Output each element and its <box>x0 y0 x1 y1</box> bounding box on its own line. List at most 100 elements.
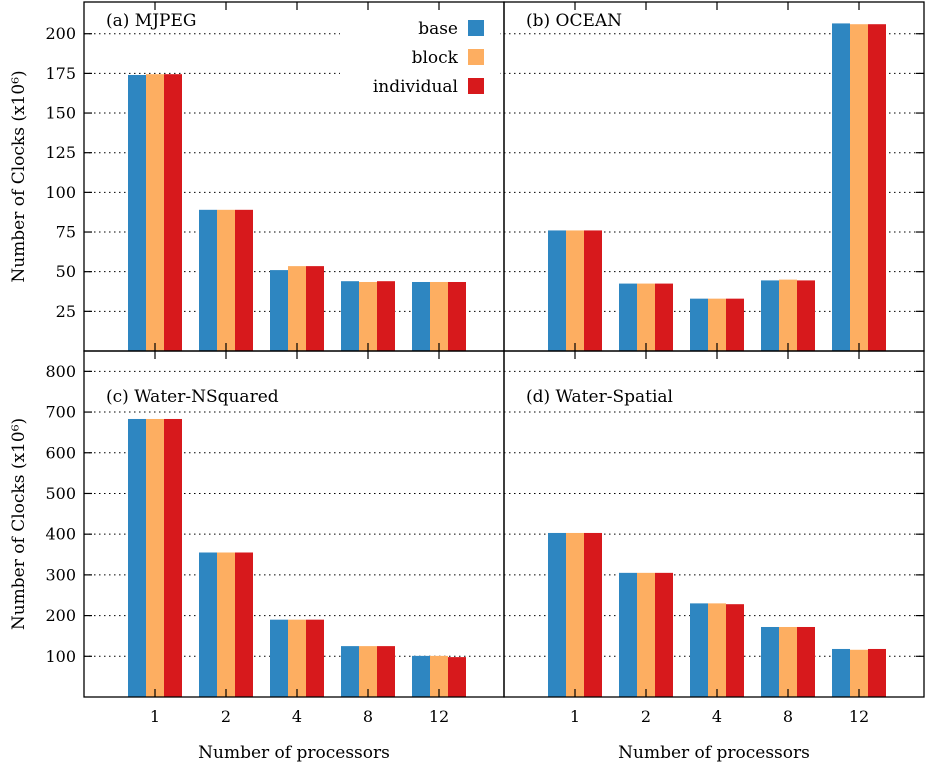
y-tick-label: 700 <box>45 403 76 422</box>
bar-individual-4 <box>726 604 744 697</box>
title-bg <box>98 385 308 409</box>
panel-title: (a) MJPEG <box>106 11 196 31</box>
y-axis-title: Number of Clocks (x10⁶) <box>9 418 29 630</box>
bar-block-2 <box>217 209 235 351</box>
y-tick-label: 200 <box>45 24 76 43</box>
x-tick-label: 4 <box>712 707 722 726</box>
x-axis-title: Number of processors <box>198 743 390 763</box>
bar-base-2 <box>199 552 217 697</box>
y-tick-label: 600 <box>45 443 76 462</box>
bar-individual-4 <box>306 619 324 697</box>
bar-block-4 <box>288 266 306 351</box>
bar-individual-8 <box>377 646 395 697</box>
bar-individual-2 <box>235 552 253 697</box>
bar-block-4 <box>708 603 726 697</box>
bar-individual-1 <box>164 418 182 697</box>
panel-1: 25 50 75 100 125 150 175 200 (a) MJPEG Number of … <box>9 1 505 352</box>
bar-individual-1 <box>584 532 602 697</box>
bar-base-12 <box>412 281 430 351</box>
bar-block-1 <box>566 230 584 351</box>
panel-title: (d) Water-Spatial <box>526 387 673 407</box>
bar-block-4 <box>708 298 726 351</box>
bar-base-8 <box>761 626 779 697</box>
bar-individual-2 <box>235 209 253 351</box>
bar-individual-8 <box>797 280 815 351</box>
bar-block-2 <box>637 283 655 351</box>
bar-individual-8 <box>797 626 815 697</box>
x-tick-label: 2 <box>641 707 651 726</box>
bar-base-12 <box>412 655 430 697</box>
legend-swatch-base <box>468 20 484 36</box>
bar-base-2 <box>619 283 637 351</box>
title-bg <box>518 385 688 409</box>
y-tick-label: 100 <box>45 647 76 666</box>
bar-base-1 <box>548 532 566 697</box>
bar-base-2 <box>199 209 217 351</box>
legend: base block individual <box>340 10 500 105</box>
bar-base-8 <box>341 281 359 351</box>
bar-block-12 <box>850 649 868 697</box>
y-tick-label: 150 <box>45 104 76 123</box>
bar-base-1 <box>128 74 146 352</box>
panel-title: (b) OCEAN <box>526 11 622 31</box>
y-tick-label: 100 <box>45 183 76 202</box>
panel-title: (c) Water-NSquared <box>106 387 279 407</box>
bar-base-4 <box>690 298 708 351</box>
panel-2: (b) OCEAN <box>503 1 925 352</box>
bar-base-8 <box>341 646 359 697</box>
bar-base-12 <box>832 23 850 352</box>
bar-individual-4 <box>306 266 324 351</box>
bar-individual-12 <box>868 24 886 351</box>
legend-label-individual: individual <box>373 77 458 97</box>
legend-label-base: base <box>418 19 458 39</box>
bar-base-8 <box>761 280 779 351</box>
x-tick-label: 12 <box>849 707 869 726</box>
bar-individual-2 <box>655 283 673 351</box>
x-tick-label: 12 <box>429 707 449 726</box>
legend-swatch-block <box>468 49 484 65</box>
bar-block-1 <box>146 74 164 352</box>
bar-individual-8 <box>377 281 395 351</box>
x-tick-label: 8 <box>363 707 373 726</box>
x-tick-label: 2 <box>221 707 231 726</box>
bar-base-4 <box>270 619 288 697</box>
x-tick-label: 4 <box>292 707 302 726</box>
bar-individual-12 <box>868 648 886 697</box>
bar-block-8 <box>359 281 377 351</box>
bar-individual-12 <box>448 281 466 351</box>
y-tick-label: 800 <box>45 362 76 381</box>
y-axis-title: Number of Clocks (x10⁶) <box>9 70 29 282</box>
bar-base-1 <box>128 418 146 697</box>
x-tick-label: 1 <box>570 707 580 726</box>
bar-block-12 <box>430 655 448 697</box>
y-tick-label: 400 <box>45 525 76 544</box>
bar-block-12 <box>430 281 448 351</box>
bar-individual-12 <box>448 657 466 697</box>
x-tick-label: 8 <box>783 707 793 726</box>
y-tick-label: 500 <box>45 484 76 503</box>
y-tick-label: 125 <box>45 143 76 162</box>
panel-frame <box>503 350 925 698</box>
y-tick-label: 25 <box>56 302 76 321</box>
y-tick-label: 200 <box>45 606 76 625</box>
bar-block-2 <box>217 552 235 697</box>
y-tick-label: 175 <box>45 64 76 83</box>
y-tick-label: 300 <box>45 565 76 584</box>
bar-block-8 <box>779 279 797 351</box>
x-tick-label: 1 <box>150 707 160 726</box>
bar-block-4 <box>288 619 306 697</box>
bar-individual-2 <box>655 572 673 697</box>
bar-base-4 <box>270 270 288 351</box>
y-tick-label: 50 <box>56 262 76 281</box>
bar-base-2 <box>619 572 637 697</box>
bar-individual-1 <box>584 230 602 351</box>
bar-block-8 <box>359 646 377 697</box>
bar-individual-4 <box>726 298 744 351</box>
bar-individual-1 <box>164 74 182 352</box>
legend-label-block: block <box>412 48 459 68</box>
bar-block-2 <box>637 572 655 697</box>
bar-base-4 <box>690 603 708 697</box>
